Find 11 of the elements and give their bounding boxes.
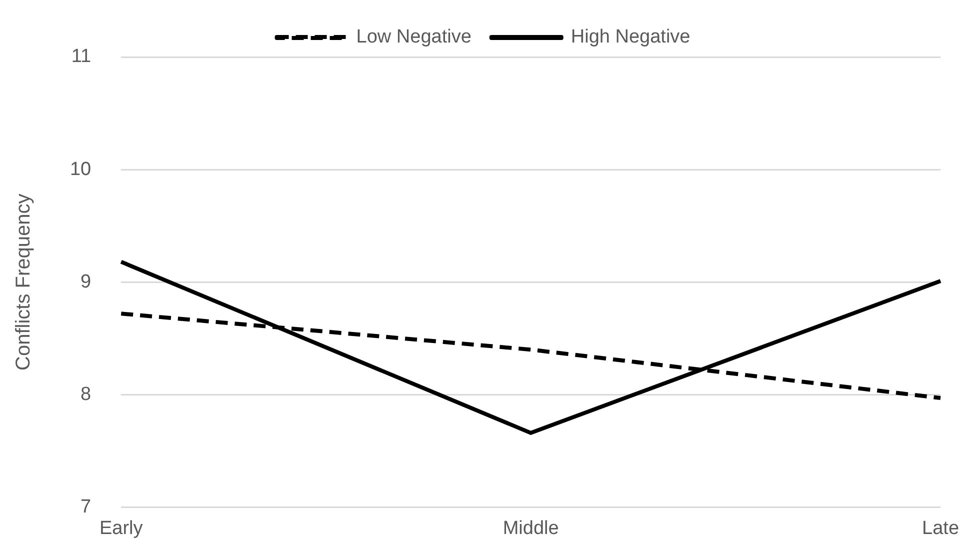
x-tick-label: Early — [99, 518, 144, 539]
y-tick-label: 9 — [80, 271, 92, 292]
legend-label: Low Negative — [356, 26, 472, 48]
y-tick-label: 7 — [80, 496, 92, 518]
x-tick-label: Middle — [502, 518, 559, 539]
legend-label: High Negative — [570, 26, 690, 48]
y-tick-label: 8 — [80, 384, 92, 405]
x-tick-label: Late — [922, 518, 959, 539]
y-tick-label: 10 — [70, 158, 92, 180]
y-axis-title: Conflicts Frequency — [12, 194, 35, 370]
y-tick-label: 11 — [71, 46, 92, 68]
